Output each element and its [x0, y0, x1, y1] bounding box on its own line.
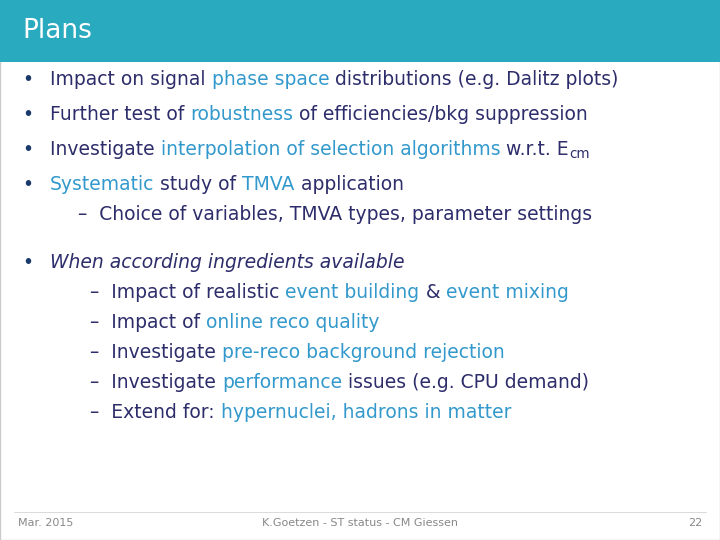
Text: Mar. 2015: Mar. 2015: [18, 518, 73, 528]
Text: Plans: Plans: [22, 18, 92, 44]
Text: Investigate: Investigate: [50, 140, 161, 159]
Text: pre-reco background rejection: pre-reco background rejection: [222, 343, 505, 362]
Text: When according ingredients available: When according ingredients available: [50, 253, 405, 272]
Text: •: •: [22, 105, 34, 124]
Text: of efficiencies/bkg suppression: of efficiencies/bkg suppression: [293, 105, 588, 124]
Text: –  Investigate: – Investigate: [90, 373, 222, 392]
Text: event mixing: event mixing: [446, 283, 569, 302]
Text: 22: 22: [688, 518, 702, 528]
Text: –  Extend for:: – Extend for:: [90, 403, 220, 422]
Text: application: application: [294, 175, 404, 194]
Text: –  Choice of variables, TMVA types, parameter settings: – Choice of variables, TMVA types, param…: [78, 205, 592, 224]
Text: –  Impact of realistic: – Impact of realistic: [90, 283, 285, 302]
Text: •: •: [22, 175, 34, 194]
Text: Further test of: Further test of: [50, 105, 190, 124]
Text: robustness: robustness: [190, 105, 293, 124]
Text: hypernuclei, hadrons in matter: hypernuclei, hadrons in matter: [220, 403, 511, 422]
Text: TMVA: TMVA: [243, 175, 294, 194]
Text: phase space: phase space: [212, 70, 329, 89]
Bar: [0, 0, 720, 62]
Text: w.r.t. E: w.r.t. E: [500, 140, 569, 159]
Text: issues (e.g. CPU demand): issues (e.g. CPU demand): [342, 373, 589, 392]
Text: &: &: [420, 283, 446, 302]
Text: Systematic: Systematic: [50, 175, 154, 194]
Text: –  Impact of: – Impact of: [90, 313, 206, 332]
Text: study of: study of: [154, 175, 243, 194]
Text: cm: cm: [569, 147, 590, 161]
Text: distributions (e.g. Dalitz plots): distributions (e.g. Dalitz plots): [329, 70, 618, 89]
Text: performance: performance: [222, 373, 342, 392]
Text: •: •: [22, 70, 34, 89]
Text: K.Goetzen - ST status - CM Giessen: K.Goetzen - ST status - CM Giessen: [262, 518, 458, 528]
Text: •: •: [22, 140, 34, 159]
Text: online reco quality: online reco quality: [206, 313, 379, 332]
Text: interpolation of selection algorithms: interpolation of selection algorithms: [161, 140, 500, 159]
Text: event building: event building: [285, 283, 420, 302]
Text: •: •: [22, 253, 34, 272]
Text: –  Investigate: – Investigate: [90, 343, 222, 362]
Text: Impact on signal: Impact on signal: [50, 70, 212, 89]
